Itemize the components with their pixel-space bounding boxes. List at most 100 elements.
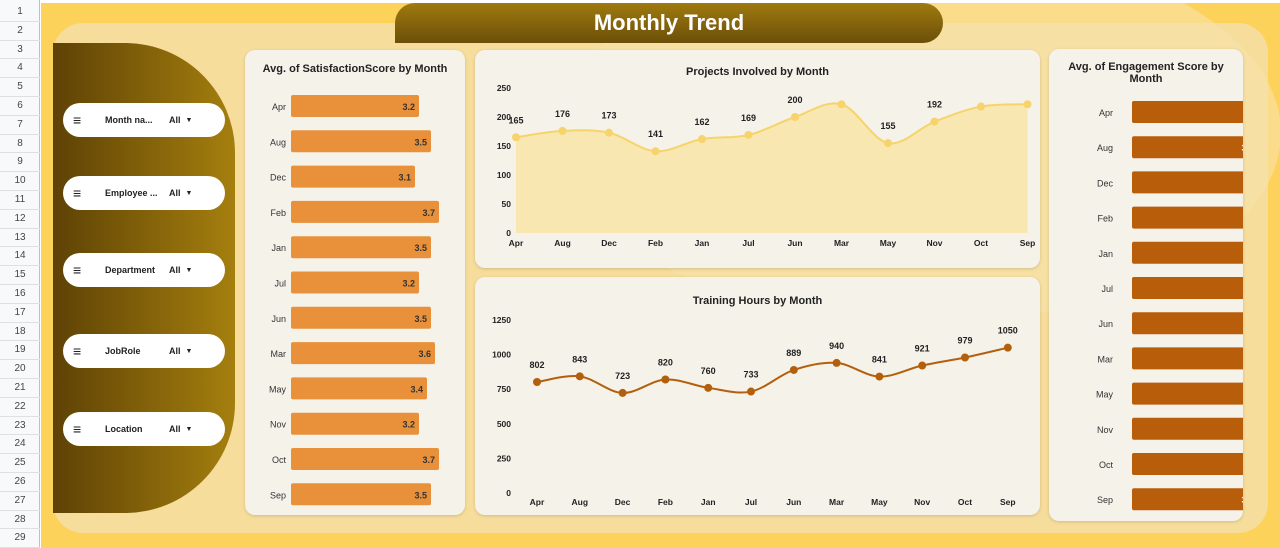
bar: [291, 306, 431, 329]
data-label: 940: [829, 341, 844, 351]
area-fill: [516, 103, 1028, 233]
x-tick-label: Sep: [1020, 238, 1036, 248]
category-label: Jul: [1101, 284, 1113, 294]
bar: [1132, 417, 1243, 440]
row-number[interactable]: 28: [0, 511, 40, 530]
row-number[interactable]: 1: [0, 3, 40, 22]
y-tick-label: 0: [506, 488, 511, 498]
data-label: 843: [572, 354, 587, 364]
data-label: 3.7: [422, 208, 435, 218]
dropdown-arrow-icon[interactable]: ▼: [185, 425, 193, 433]
row-number[interactable]: 6: [0, 97, 40, 116]
data-label: 200: [787, 95, 802, 105]
row-number[interactable]: 15: [0, 266, 40, 285]
engagement-chart-card: Avg. of Engagement Score by Month Apr3.8…: [1049, 49, 1243, 521]
filter-employee[interactable]: ≡ Employee ... All ▼: [63, 176, 225, 210]
category-label: Jan: [1098, 249, 1113, 259]
data-label: 921: [915, 344, 930, 354]
row-number[interactable]: 4: [0, 59, 40, 79]
data-point: [930, 117, 939, 126]
data-point: [884, 139, 892, 148]
filter-monthna[interactable]: ≡ Month na... All ▼: [63, 103, 225, 137]
bar: [291, 130, 431, 153]
filter-sidebar: ≡ Month na... All ▼ ≡ Employee ... All ▼ ≡ Depart…: [53, 43, 235, 513]
dropdown-arrow-icon[interactable]: ▼: [185, 116, 193, 124]
filter-icon: ≡: [73, 112, 82, 128]
category-label: Sep: [1097, 495, 1113, 505]
filter-value: All: [169, 346, 181, 356]
row-number[interactable]: 25: [0, 454, 40, 473]
row-number[interactable]: 8: [0, 135, 40, 154]
dropdown-arrow-icon[interactable]: ▼: [185, 189, 193, 197]
bar: [1132, 171, 1243, 194]
chart-title: Training Hours by Month: [692, 295, 823, 307]
row-number[interactable]: 5: [0, 78, 40, 97]
bar: [1132, 347, 1243, 370]
x-tick-label: Sep: [1000, 497, 1016, 507]
category-label: Apr: [1099, 108, 1113, 118]
x-tick-label: Nov: [914, 497, 930, 507]
filter-jobrole[interactable]: ≡ JobRole All ▼: [63, 334, 225, 368]
row-number[interactable]: 10: [0, 172, 40, 191]
filter-value: All: [169, 188, 181, 198]
data-point: [558, 126, 567, 135]
data-point: [832, 358, 841, 367]
x-tick-label: Aug: [554, 238, 571, 248]
category-label: Nov: [1097, 425, 1114, 435]
data-point: [533, 378, 541, 387]
filter-label: Employee ...: [105, 188, 158, 198]
row-number[interactable]: 18: [0, 323, 40, 342]
dropdown-arrow-icon[interactable]: ▼: [185, 347, 193, 355]
bar: [1132, 488, 1243, 511]
row-number[interactable]: 11: [0, 191, 40, 210]
x-tick-label: Aug: [572, 497, 589, 507]
category-label: Aug: [1097, 143, 1113, 153]
filter-department[interactable]: ≡ Department All ▼: [63, 253, 225, 287]
data-label: 3.5: [414, 243, 427, 253]
page-title: Monthly Trend: [395, 3, 943, 43]
data-label: 889: [786, 348, 801, 358]
dashboard-canvas: Monthly Trend ≡ Month na... All ▼ ≡ Employee …: [41, 3, 1280, 548]
y-tick-label: 500: [497, 419, 511, 429]
row-number[interactable]: 16: [0, 285, 40, 304]
row-number[interactable]: 27: [0, 492, 40, 511]
row-number[interactable]: 24: [0, 435, 40, 455]
chart-title: Avg. of Engagement Score by Month: [1068, 61, 1224, 85]
y-tick-label: 250: [497, 453, 511, 463]
x-tick-label: Dec: [601, 238, 617, 248]
row-number[interactable]: 9: [0, 153, 40, 173]
x-tick-label: Mar: [829, 497, 845, 507]
data-label: 169: [741, 113, 756, 123]
row-number[interactable]: 2: [0, 22, 40, 41]
row-number[interactable]: 12: [0, 210, 40, 229]
row-number[interactable]: 26: [0, 473, 40, 492]
row-number[interactable]: 19: [0, 341, 40, 361]
x-tick-label: Feb: [648, 238, 663, 248]
data-label: 165: [508, 115, 523, 125]
filter-location[interactable]: ≡ Location All ▼: [63, 412, 225, 446]
x-tick-label: Jun: [786, 497, 801, 507]
filter-label: Location: [105, 424, 143, 434]
row-number[interactable]: 20: [0, 360, 40, 379]
category-label: Aug: [270, 137, 286, 147]
data-label: 733: [743, 370, 758, 380]
data-label: 141: [648, 129, 663, 139]
row-number[interactable]: 21: [0, 379, 40, 398]
row-number[interactable]: 29: [0, 529, 40, 548]
row-number[interactable]: 23: [0, 417, 40, 436]
filter-value: All: [169, 424, 181, 434]
row-number[interactable]: 3: [0, 41, 40, 60]
filter-value: All: [169, 115, 181, 125]
filter-icon: ≡: [73, 421, 82, 437]
y-tick-label: 1250: [492, 315, 511, 325]
row-number[interactable]: 14: [0, 247, 40, 267]
row-number[interactable]: 13: [0, 229, 40, 248]
row-number[interactable]: 7: [0, 116, 40, 135]
x-tick-label: Mar: [834, 238, 850, 248]
row-number[interactable]: 17: [0, 304, 40, 323]
dropdown-arrow-icon[interactable]: ▼: [185, 266, 193, 274]
row-number[interactable]: 22: [0, 398, 40, 417]
data-point: [837, 100, 846, 109]
bar: [1132, 241, 1243, 264]
bar: [291, 342, 435, 365]
